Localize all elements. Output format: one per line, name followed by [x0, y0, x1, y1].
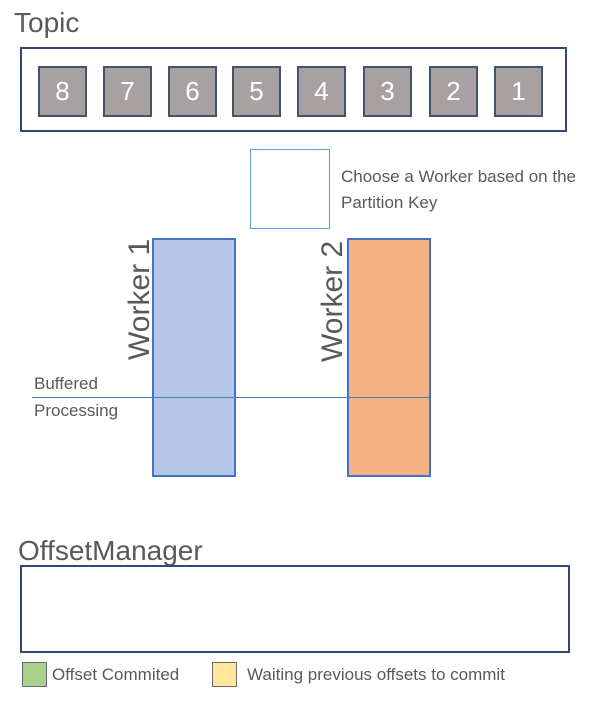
offset-manager-box: [20, 565, 570, 653]
message-box: 8: [38, 66, 87, 117]
message-box: 3: [363, 66, 412, 117]
worker-2-label: Worker 2: [316, 240, 349, 362]
dispatcher-box: [250, 149, 330, 229]
message-box: 4: [297, 66, 346, 117]
legend-waiting-swatch: [212, 662, 237, 687]
offset-manager-title: OffsetManager: [18, 535, 203, 566]
legend-waiting-label: Waiting previous offsets to commit: [247, 665, 505, 684]
legend-committed-label: Offset Commited: [52, 665, 180, 684]
dispatcher-caption: Choose a Worker based on the Partition K…: [341, 167, 576, 212]
worker-1-column: [152, 238, 236, 477]
message-box: 2: [429, 66, 478, 117]
message-box: 7: [103, 66, 152, 117]
buffered-label: Buffered: [34, 374, 98, 393]
worker-1-label: Worker 1: [123, 238, 156, 360]
topic-title: Topic: [14, 7, 80, 38]
message-box: 5: [232, 66, 281, 117]
message-box: 1: [494, 66, 543, 117]
worker-2-column: [347, 238, 431, 477]
legend-committed-swatch: [22, 662, 47, 687]
message-box: 6: [168, 66, 217, 117]
topic-box: 8 7 6 5 4 3 2 1: [20, 47, 567, 132]
processing-label: Processing: [34, 401, 119, 420]
buffer-divider-line: [32, 397, 431, 398]
